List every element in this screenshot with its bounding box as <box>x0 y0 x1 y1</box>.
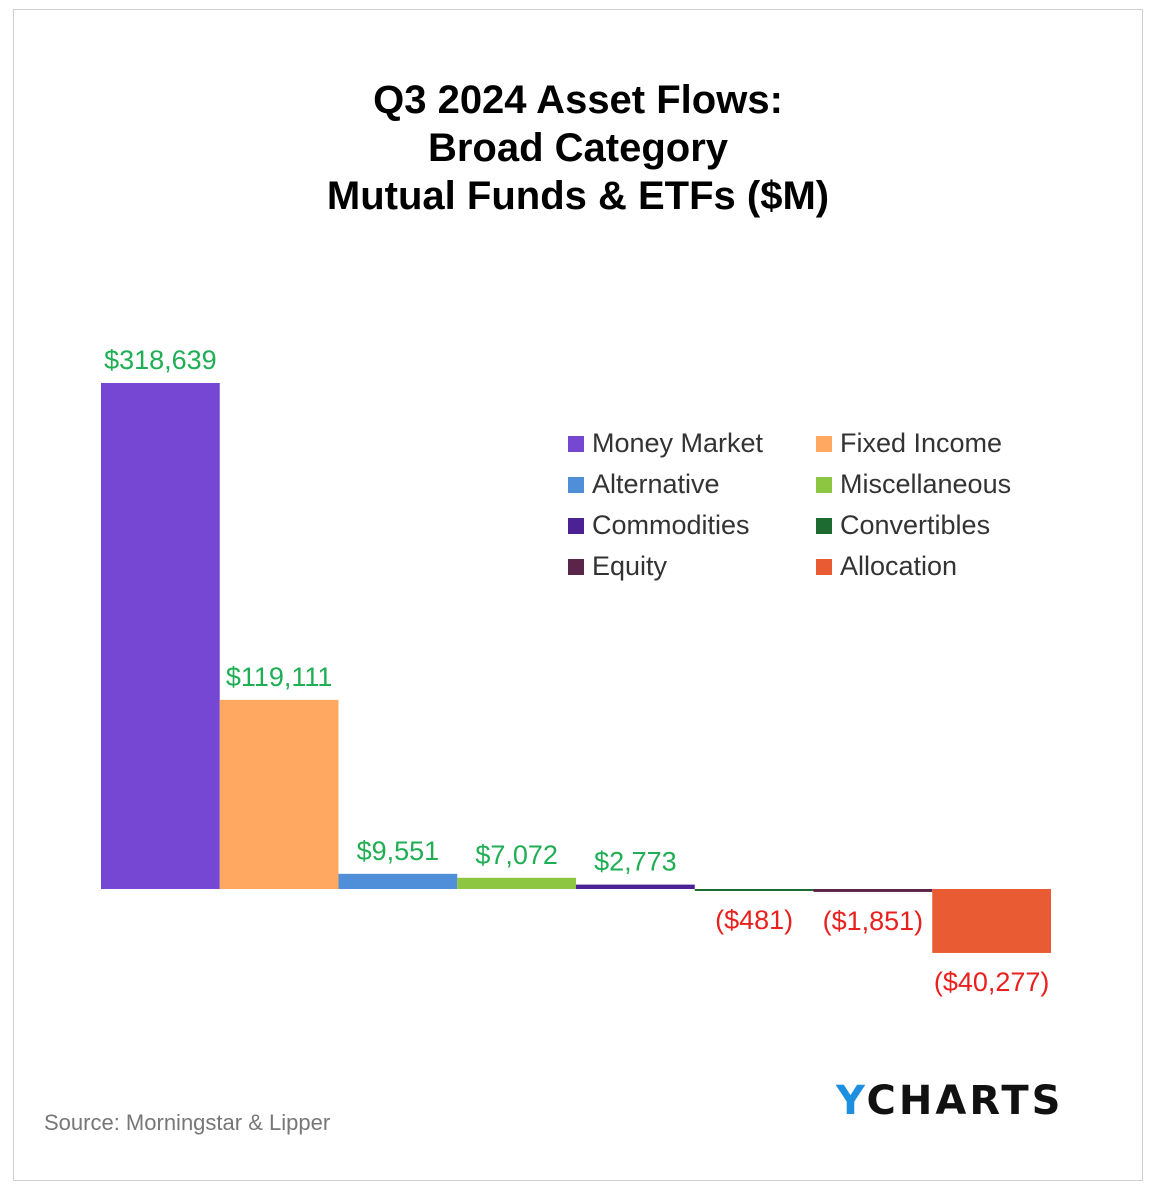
data-label-allocation: ($40,277) <box>934 967 1050 997</box>
data-label-money-market: $318,639 <box>104 345 217 375</box>
data-label-fixed-income: $119,111 <box>226 662 333 692</box>
legend-item-alternative: Alternative <box>568 469 816 500</box>
data-label-convertibles: ($481) <box>715 905 793 935</box>
bar-alternative <box>338 873 458 889</box>
legend-swatch <box>568 558 584 575</box>
data-label-miscellaneous: $7,072 <box>475 840 558 870</box>
legend-label: Allocation <box>840 551 958 581</box>
legend-swatch <box>568 476 584 493</box>
data-label-equity: ($1,851) <box>823 906 924 936</box>
legend-swatch <box>816 517 832 534</box>
legend-label: Alternative <box>592 469 720 499</box>
bar-equity <box>813 889 933 892</box>
legend-item-commodities: Commodities <box>568 510 816 541</box>
legend-item-convertibles: Convertibles <box>816 510 1066 541</box>
legend-swatch <box>568 435 584 452</box>
chart-title-line-2: Broad Category <box>427 126 729 170</box>
legend-swatch <box>816 476 832 493</box>
legend-label: Money Market <box>592 428 764 458</box>
legend-label: Equity <box>592 551 668 581</box>
legend-swatch <box>568 517 584 534</box>
bar-miscellaneous <box>457 877 576 889</box>
bar-money-market <box>101 383 220 889</box>
legend-item-miscellaneous: Miscellaneous <box>816 469 1066 500</box>
data-label-commodities: $2,773 <box>594 847 677 877</box>
legend-item-fixed-income: Fixed Income <box>816 428 1066 459</box>
bar-fixed-income <box>219 699 339 889</box>
bar-convertibles <box>694 889 814 891</box>
legend-item-money-market: Money Market <box>568 428 816 459</box>
legend-swatch <box>816 558 832 575</box>
source-note: Source: Morningstar & Lipper <box>44 1110 331 1135</box>
legend-label: Fixed Income <box>840 428 1003 458</box>
legend-label: Convertibles <box>840 510 991 540</box>
chart-title: Q3 2024 Asset Flows: Broad Category Mutu… <box>13 76 1143 220</box>
legend-swatch <box>816 435 832 452</box>
logo-rest: CHARTS <box>866 1078 1064 1124</box>
data-label-alternative: $9,551 <box>357 836 440 866</box>
ycharts-logo: YCHARTS <box>836 1076 1063 1126</box>
legend-label: Commodities <box>592 510 750 540</box>
bar-commodities <box>576 884 695 889</box>
bar-allocation <box>932 889 1051 953</box>
legend-label: Miscellaneous <box>840 469 1012 499</box>
chart-legend: Money Market Fixed Income Alternative Misce… <box>568 428 1068 582</box>
chart-title-line-3: Mutual Funds & ETFs ($M) <box>326 174 830 218</box>
legend-item-equity: Equity <box>568 551 816 582</box>
chart-title-line-1: Q3 2024 Asset Flows: <box>373 78 783 122</box>
legend-item-allocation: Allocation <box>816 551 1066 582</box>
logo-prefix: Y <box>836 1078 867 1124</box>
